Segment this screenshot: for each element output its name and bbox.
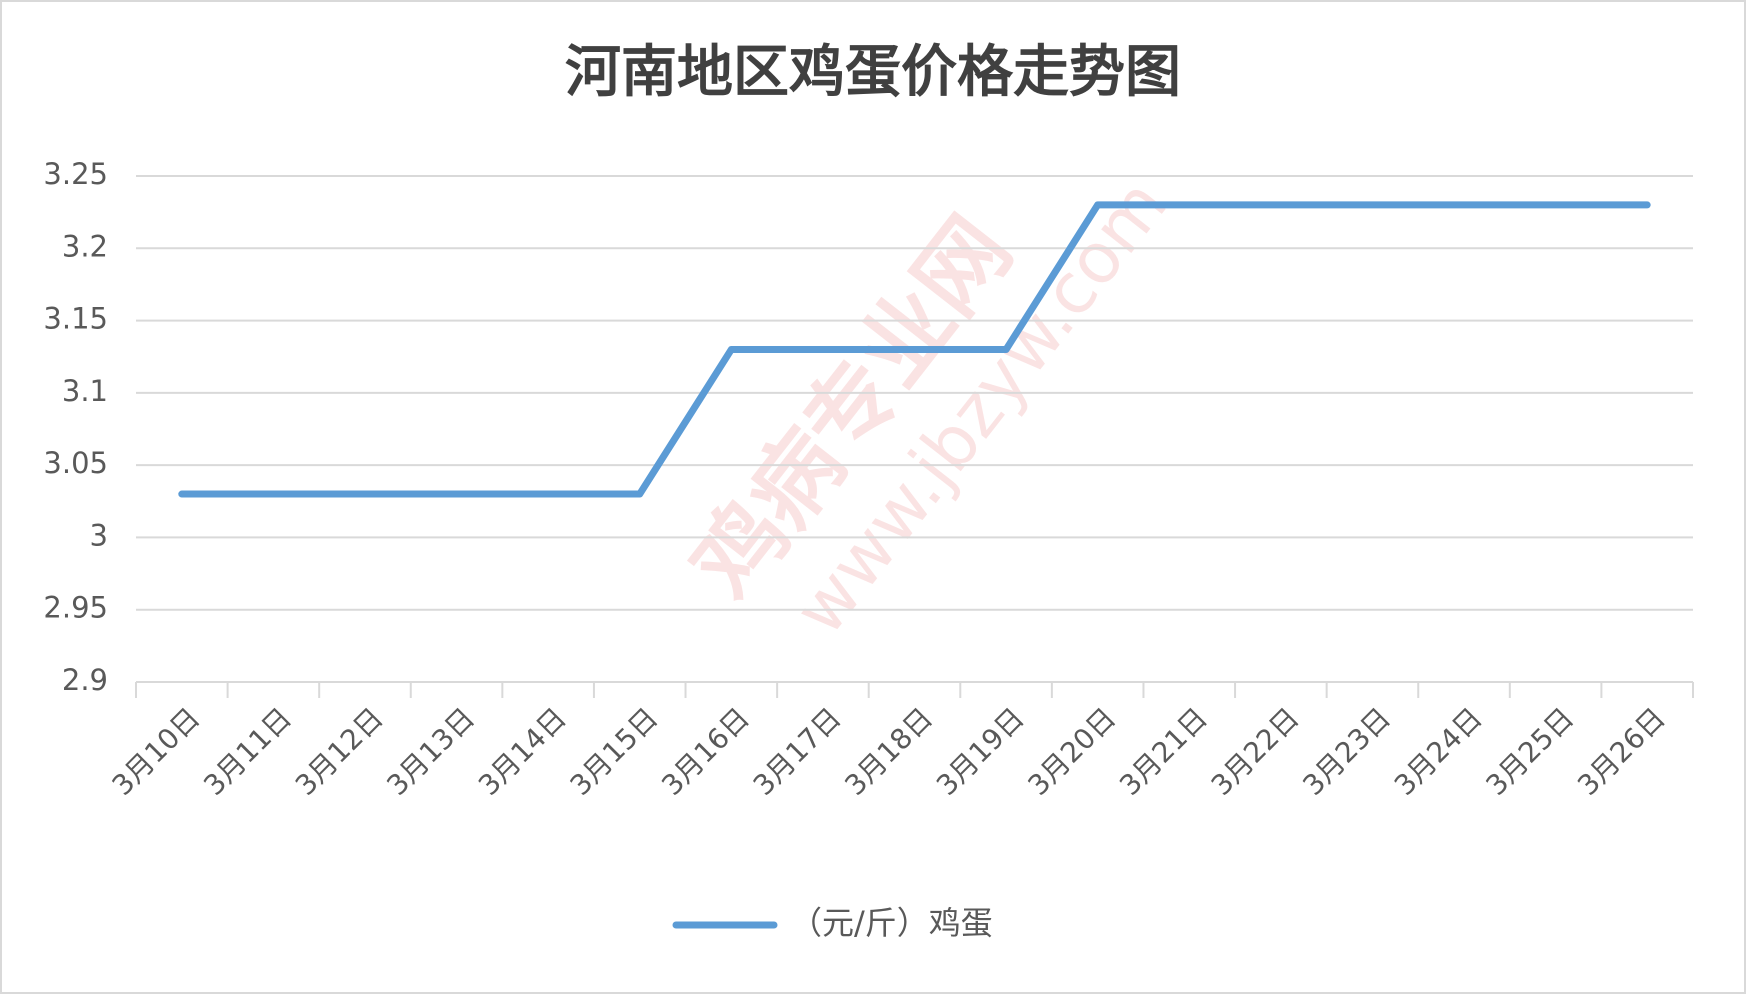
line bbox=[178, 201, 1651, 498]
y-tick-label: 3.2 bbox=[62, 229, 108, 263]
y-tick-label: 3.1 bbox=[62, 374, 108, 408]
legend-label: （元/斤）鸡蛋 bbox=[790, 904, 993, 942]
y-tick-label: 2.9 bbox=[62, 663, 108, 697]
y-tick-label: 3.25 bbox=[43, 157, 108, 191]
y-tick-label: 3 bbox=[90, 518, 108, 552]
chart-title: 河南地区鸡蛋价格走势图 bbox=[565, 40, 1181, 105]
y-tick-label: 3.05 bbox=[43, 446, 108, 480]
y-tick-label: 3.15 bbox=[43, 302, 108, 336]
y-tick-label: 2.95 bbox=[43, 591, 108, 625]
